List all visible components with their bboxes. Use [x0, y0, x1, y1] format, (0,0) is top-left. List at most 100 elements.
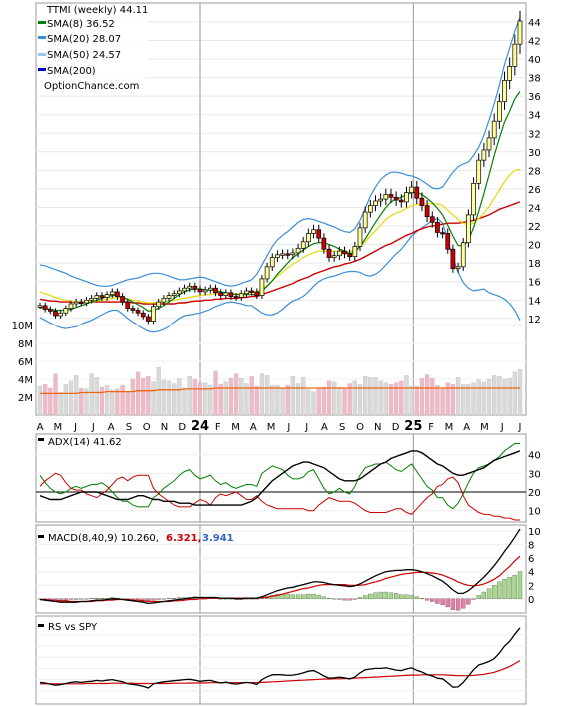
month-tick-label: S	[339, 422, 345, 433]
volume-bar	[321, 386, 327, 416]
volume-bar	[79, 387, 84, 416]
macd-histogram-bar	[435, 598, 440, 604]
volume-bar	[388, 384, 394, 416]
candle-body	[47, 309, 53, 312]
month-tick-label: A	[321, 422, 328, 433]
volume-bar	[177, 377, 182, 416]
adx-tick-label: 40	[528, 451, 541, 462]
macd-y-axis: 0 2 4 6 8 10	[528, 527, 541, 606]
adx-plot	[39, 443, 521, 521]
candle-body	[275, 254, 280, 258]
candle-body	[259, 278, 265, 296]
candle-body	[311, 229, 316, 234]
price-tick-label: 26	[528, 185, 541, 196]
macd-tick-label: 2	[528, 581, 534, 592]
month-tick-label: J	[286, 422, 290, 433]
month-tick-label: M	[267, 422, 276, 433]
volume-bar	[53, 373, 58, 416]
macd-histogram-bar	[512, 574, 517, 599]
volume-bar	[311, 391, 316, 416]
price-tick-label: 44	[528, 18, 541, 29]
candle-body	[223, 292, 229, 296]
volume-bar	[347, 383, 352, 416]
macd-histogram-bar	[89, 597, 94, 599]
volume-bar	[89, 373, 94, 416]
volume-bar	[115, 388, 120, 416]
volume-bar	[461, 384, 466, 416]
month-tick-label: S	[126, 422, 132, 433]
volume-bar	[187, 376, 192, 416]
volume-bar	[48, 387, 53, 416]
candle-body	[146, 316, 151, 322]
volume-bar	[435, 385, 440, 416]
candle-body	[78, 301, 84, 304]
volume-tick-label: 8M	[18, 339, 33, 350]
volume-plot	[36, 324, 526, 416]
adx-label: ADX(14) 41.62	[48, 437, 122, 448]
macd-tick-label: 6	[528, 554, 534, 565]
macd-histogram-bar	[166, 597, 172, 599]
macd-histogram-bar	[492, 585, 497, 599]
volume-bar	[507, 377, 512, 416]
volume-bar	[373, 377, 378, 416]
volume-bar	[378, 380, 383, 416]
macd-histogram-bar	[306, 593, 311, 599]
macd-histogram-bar	[461, 598, 466, 609]
volume-bar	[285, 385, 290, 416]
volume-bar	[192, 378, 197, 416]
legend-swatch-sma8	[38, 21, 46, 24]
volume-bar	[259, 373, 265, 416]
candle-body	[337, 250, 342, 257]
month-tick-label: N	[374, 422, 381, 433]
candle-body	[161, 298, 167, 303]
volume-bar	[306, 389, 311, 416]
volume-bar	[419, 377, 425, 416]
volume-bar	[208, 385, 213, 416]
volume-bar	[502, 378, 507, 416]
macd-histogram-bar	[295, 594, 301, 599]
volume-bar	[264, 375, 270, 416]
candle-body	[445, 233, 451, 250]
candle-body	[130, 308, 136, 311]
volume-bar	[37, 386, 43, 416]
macd-histogram-bar	[357, 597, 363, 599]
candle-body	[280, 253, 285, 256]
candle-body	[37, 305, 43, 308]
candle-body	[481, 149, 487, 161]
volume-bar	[58, 392, 63, 416]
volume-bar	[290, 376, 296, 416]
month-tick-label: M	[231, 422, 240, 433]
volume-bar	[43, 384, 48, 416]
macd-histogram-bar	[94, 597, 99, 599]
month-tick-label: O	[356, 422, 364, 433]
candle-body	[367, 205, 373, 213]
candle-body	[94, 295, 100, 299]
candle-body	[455, 266, 461, 270]
candle-body	[197, 288, 203, 293]
price-tick-label: 24	[528, 203, 541, 214]
price-tick-label: 28	[528, 166, 541, 177]
macd-line	[39, 528, 521, 605]
candle-body	[140, 312, 146, 318]
macd-histogram-bar	[151, 598, 156, 601]
macd-histogram-bar	[146, 598, 151, 601]
adx-tick-label: 10	[528, 507, 541, 518]
macd-histogram-bar	[332, 598, 337, 600]
macd-histogram-bar	[517, 571, 523, 599]
legend-sma50: SMA(50) 24.57	[47, 50, 121, 61]
adx-line	[39, 450, 521, 506]
month-tick-label: D	[392, 422, 400, 433]
volume-bar	[357, 384, 363, 416]
volume-bar	[337, 386, 342, 416]
volume-bar	[68, 380, 74, 416]
macd-histogram-bar	[326, 597, 332, 599]
month-tick-label: F	[215, 422, 221, 433]
candle-body	[244, 290, 249, 295]
month-tick-label: J	[500, 422, 504, 433]
price-tick-label: 40	[528, 55, 541, 66]
month-tick-label: N	[161, 422, 168, 433]
candle-body	[378, 198, 383, 202]
watermark: OptionChance.com	[44, 81, 139, 92]
price-tick-label: 16	[528, 278, 541, 289]
